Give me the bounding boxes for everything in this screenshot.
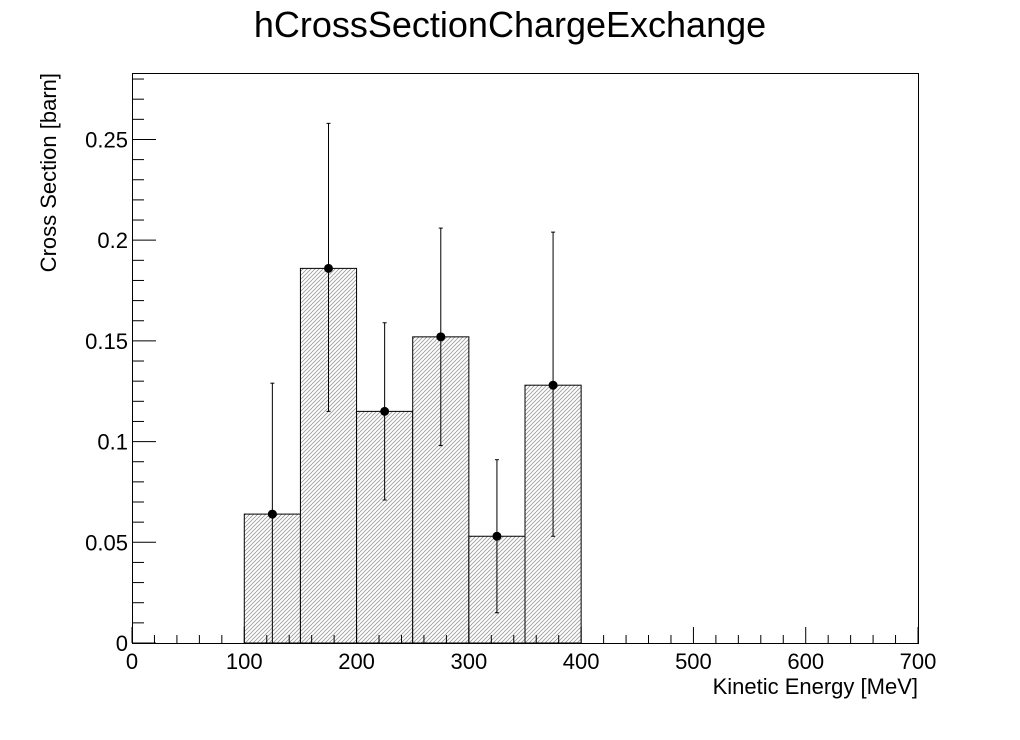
y-tick-label: 0.1 xyxy=(97,430,128,455)
data-point xyxy=(380,406,390,416)
y-axis-label: Cross Section [barn] xyxy=(36,73,61,272)
y-tick-label: 0 xyxy=(116,631,128,656)
x-tick-labels: 0 100 200 300 400 500 600 700 xyxy=(126,649,936,674)
y-tick-label: 0.05 xyxy=(85,530,128,555)
x-tick-label: 600 xyxy=(787,649,824,674)
plot-frame xyxy=(132,73,919,644)
x-axis-label: Kinetic Energy [MeV] xyxy=(713,674,918,699)
x-tick-label: 100 xyxy=(226,649,263,674)
data-point xyxy=(267,509,277,519)
x-tick-label: 200 xyxy=(338,649,375,674)
ticks-layer xyxy=(131,78,919,644)
y-tick-labels: 0 0.05 0.1 0.15 0.2 0.25 xyxy=(85,127,128,656)
data-point xyxy=(436,332,446,342)
x-tick-label: 0 xyxy=(126,649,138,674)
x-tick-label: 300 xyxy=(450,649,487,674)
data-point xyxy=(492,531,502,541)
y-tick-label: 0.25 xyxy=(85,127,128,152)
x-tick-label: 700 xyxy=(900,649,937,674)
data-point xyxy=(324,263,333,273)
points-layer xyxy=(267,263,558,541)
bars-layer xyxy=(243,267,582,644)
x-tick-label: 400 xyxy=(563,649,600,674)
y-tick-label: 0.15 xyxy=(85,329,128,354)
x-tick-label: 500 xyxy=(675,649,712,674)
y-tick-label: 0.2 xyxy=(97,228,128,253)
data-point xyxy=(548,380,558,390)
chart-title: hCrossSectionChargeExchange xyxy=(254,4,766,45)
